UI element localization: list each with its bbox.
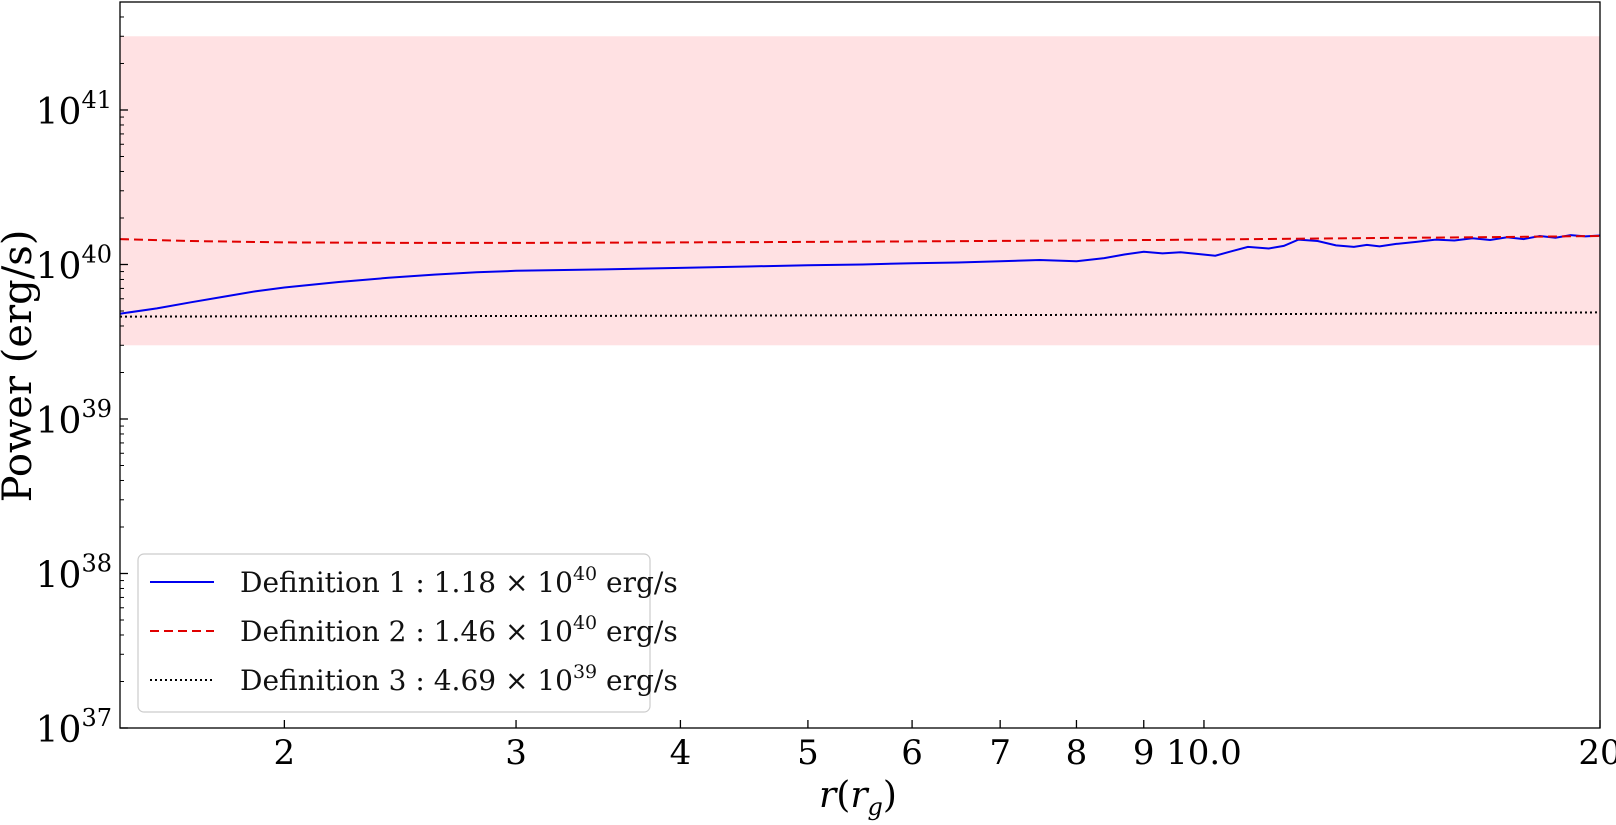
y-tick-label: 1040 — [36, 240, 112, 287]
x-tick-label: 3 — [505, 733, 527, 773]
x-tick-label: 10.0 — [1166, 733, 1242, 773]
x-axis-label-var: r — [819, 775, 838, 816]
legend-box — [137, 553, 651, 713]
x-axis-label-sub: g — [868, 793, 883, 821]
x-tick-label: 7 — [989, 733, 1011, 773]
shaded-band-layer — [120, 36, 1600, 346]
legend-label-3: Definition 3 : 4.69 × 1039 erg/s — [240, 661, 678, 697]
x-axis-label-open: ( — [836, 775, 850, 816]
series-line-1 — [119, 234, 1601, 315]
series-line-2 — [119, 235, 1601, 244]
plot-frame — [119, 1, 1601, 729]
legend: Definition 1 : 1.18 × 1040 erg/s Definiti… — [137, 553, 678, 713]
x-axis-label-var2: r — [850, 775, 869, 816]
shaded-band — [120, 36, 1600, 346]
series-layer — [119, 234, 1601, 318]
x-tick-label: 5 — [797, 733, 819, 773]
legend-label-2: Definition 2 : 1.46 × 1040 erg/s — [240, 612, 678, 648]
y-tick-label: 1041 — [36, 86, 112, 133]
legend-label-1: Definition 1 : 1.18 × 1040 erg/s — [240, 563, 678, 599]
x-tick-label: 20 — [1578, 733, 1616, 773]
x-tick-label: 8 — [1066, 733, 1088, 773]
x-tick-label: 9 — [1133, 733, 1155, 773]
y-tick-label: 1039 — [36, 395, 112, 442]
x-axis-label-close: ) — [883, 775, 897, 816]
y-tick-label: 1037 — [36, 704, 112, 751]
y-tick-label: 1038 — [36, 549, 112, 596]
x-axis-label: r(rg) — [819, 775, 897, 821]
axis-layer: 1037 1038 1039 1040 1041 2 3 4 5 6 7 8 9 10.0 20 — [36, 1, 1616, 773]
x-tick-label: 2 — [274, 733, 296, 773]
x-tick-label: 6 — [901, 733, 923, 773]
label-layer: Power (erg/s) r(rg) — [0, 230, 897, 821]
x-tick-label: 4 — [670, 733, 692, 773]
y-axis-label: Power (erg/s) — [0, 230, 41, 503]
